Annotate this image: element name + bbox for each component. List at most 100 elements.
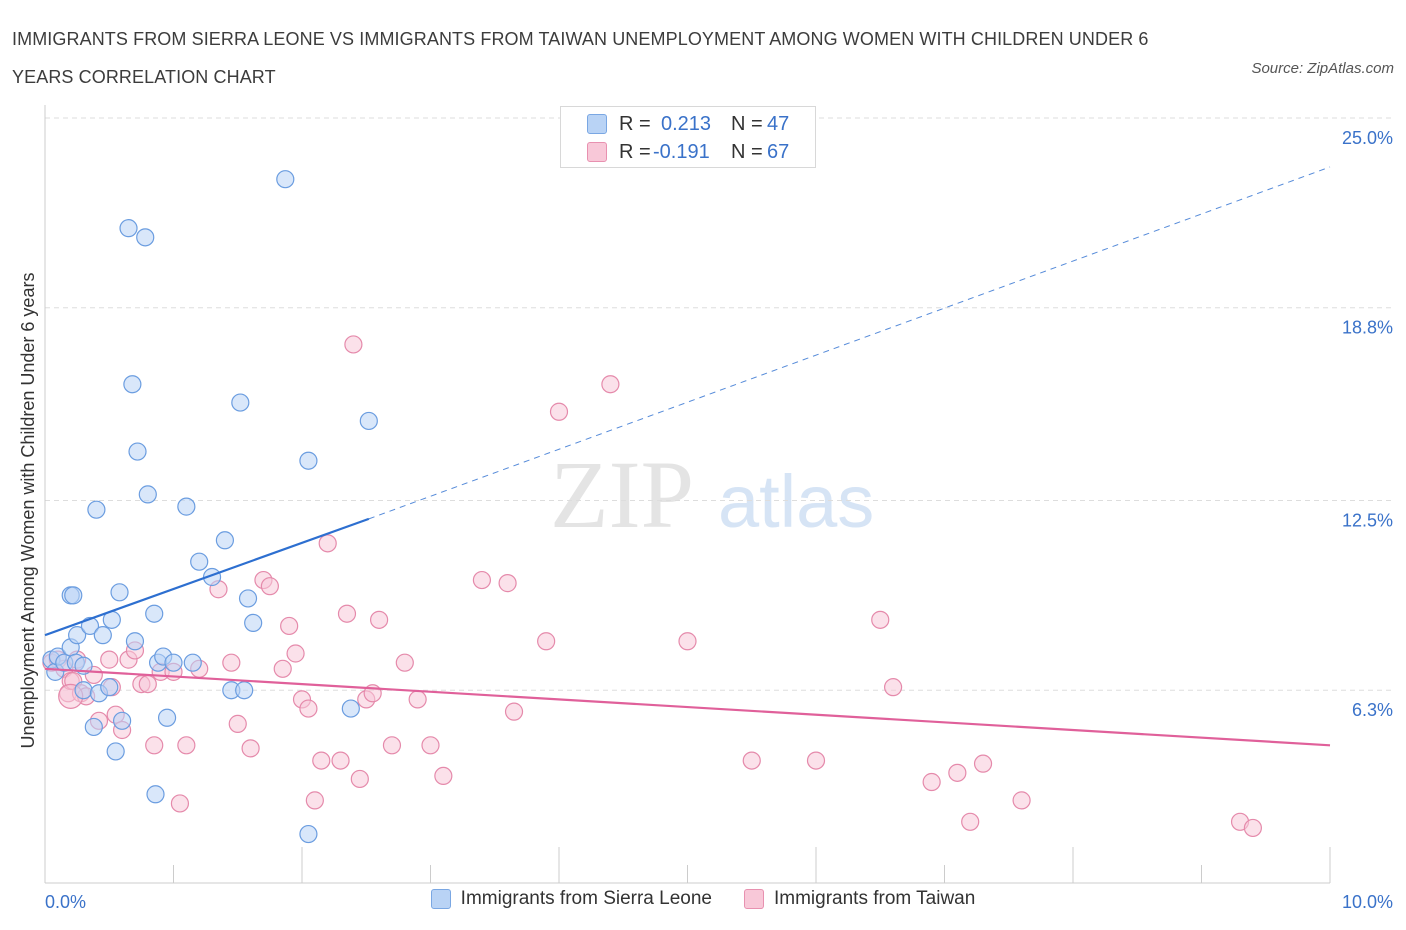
taiwan-point [961,812,980,831]
sierra-leone-point [138,485,157,504]
y-axis-label: Unemployment Among Women with Children U… [18,273,38,749]
x-tick-label: 0.0% [45,892,86,912]
taiwan-point [138,674,157,694]
taiwan-point [537,632,556,651]
sierra-leone-point [128,442,147,461]
taiwan-point [312,751,331,770]
taiwan-point [280,616,299,636]
legend-label-sierra-leone: Immigrants from Sierra Leone [460,888,712,909]
taiwan-point [273,659,292,678]
taiwan-point [350,769,369,789]
legend-item-sierra-leone[interactable]: Immigrants from Sierra Leone [430,888,712,910]
source-label: Source: ZipAtlas.com [1251,60,1394,77]
sierra-leone-point [164,653,183,672]
taiwan-point [177,736,196,755]
sierra-leone-point [359,411,378,431]
taiwan-point [331,751,350,770]
sierra-leone-point [119,219,138,238]
sierra-leone-swatch [587,114,607,134]
sierra-leone-point [100,678,119,697]
taiwan-point [549,402,569,421]
taiwan-point [370,610,389,629]
sierra-leone-point [93,626,112,645]
sierra-leone-point [112,711,132,730]
taiwan-point [408,690,427,709]
stats-legend: R = 0.213 N = 47 R = -0.191 N = 67 [560,106,816,168]
sierra-leone-point [74,681,93,700]
y-tick-label: 6.3% [1352,700,1393,720]
sierra-leone-point [123,375,142,394]
taiwan-point [305,791,324,810]
taiwan-point [742,751,761,770]
taiwan-point [299,699,318,718]
sierra-leone-point [299,451,318,470]
taiwan-point [871,610,890,629]
legend-item-taiwan[interactable]: Immigrants from Taiwan [744,888,975,910]
taiwan-point [222,653,241,672]
taiwan-points [42,335,1263,838]
axes [44,105,1331,884]
taiwan-point [948,763,967,782]
chart-title: IMMIGRANTS FROM SIERRA LEONE VS IMMIGRAN… [12,29,1149,87]
taiwan-point [337,604,357,623]
taiwan-point [504,702,524,721]
sierra-leone-point [87,500,106,519]
taiwan-point [170,794,190,813]
sierra-leone-point [146,785,165,804]
sierra-leone-point [276,170,295,189]
taiwan-point [382,736,402,755]
sierra-leone-point [215,531,234,550]
taiwan-point [145,736,164,755]
taiwan-point [806,751,826,770]
taiwan-trend-line [44,667,1331,747]
watermark-atlas: atlas [718,460,874,543]
r-value-taiwan: -0.191 [653,140,710,163]
taiwan-point [601,375,620,394]
sierra-leone-point [231,393,250,412]
taiwan-point [1012,791,1031,810]
sierra-leone-point [110,583,129,602]
x-tick-label: 10.0% [1342,892,1393,912]
sierra-leone-point [64,586,83,605]
taiwan-point [395,653,414,672]
sierra-leone-point [235,681,254,700]
legend-label-taiwan: Immigrants from Taiwan [774,888,976,909]
taiwan-point [286,644,305,663]
x-tick-labels: 0.0% 10.0% [45,892,1393,912]
watermark-zip: ZIP [550,441,694,548]
taiwan-legend-swatch [744,889,764,909]
sierra-leone-trend-extension [368,166,1331,520]
taiwan-point [1243,818,1263,838]
sierra-leone-point [190,552,209,571]
taiwan-point [472,570,491,590]
sierra-leone-point [341,699,360,718]
y-tick-labels: 6.3% 12.5% 18.8% 25.0% [1342,128,1393,720]
taiwan-point [260,577,279,596]
y-tick-label: 25.0% [1342,128,1393,148]
taiwan-point [344,335,363,354]
sierra-leone-point [157,708,177,727]
taiwan-point [228,714,247,733]
sierra-leone-point [238,589,258,608]
sierra-leone-point [106,742,125,761]
sierra-leone-point [125,632,145,651]
taiwan-point [434,766,453,786]
n-label: N = [731,112,763,135]
taiwan-point [922,772,941,792]
sierra-leone-point [183,653,202,672]
r-value-sierra-leone: 0.213 [661,112,712,135]
r-label: R = [619,112,651,135]
sierra-leone-point [299,824,318,844]
n-value-sierra-leone: 47 [767,112,790,135]
y-tick-label: 12.5% [1342,511,1393,531]
series-legend: Immigrants from Sierra Leone Immigrants … [0,888,1406,910]
n-value-taiwan: 67 [767,140,790,163]
n-label: N = [731,140,763,163]
sierra-leone-point [84,717,103,737]
taiwan-point [318,534,337,553]
taiwan-swatch [587,142,607,162]
sierra-leone-legend-swatch [430,889,451,909]
sierra-leone-point [68,626,87,645]
sierra-leone-points [42,170,378,844]
